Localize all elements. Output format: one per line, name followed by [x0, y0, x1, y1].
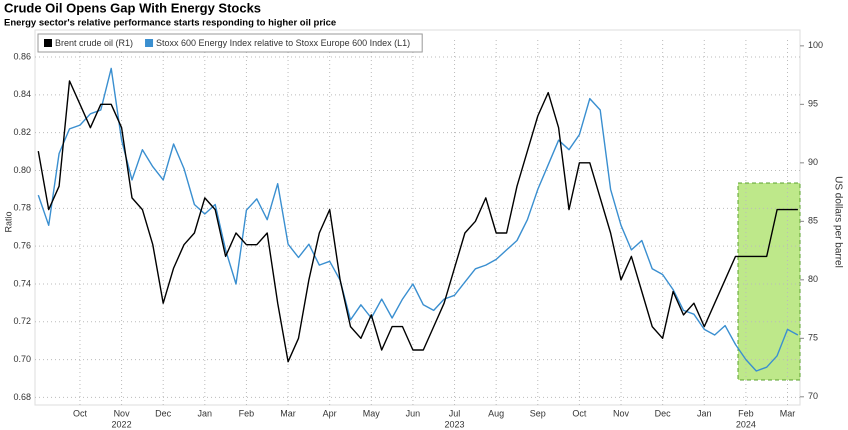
- legend-label: Stoxx 600 Energy Index relative to Stoxx…: [156, 38, 410, 48]
- y-tick-label: 0.80: [13, 165, 31, 175]
- y2-axis-label: US dollars per barrel: [832, 176, 843, 268]
- year-label: 2024: [736, 419, 756, 429]
- y2-tick-label: 80: [808, 274, 818, 284]
- plot-frame: [34, 29, 801, 406]
- x-tick-label: Sep: [530, 408, 546, 418]
- x-tick-label: Oct: [73, 408, 88, 418]
- x-tick-label: Dec: [655, 408, 672, 418]
- y-tick-label: 0.70: [13, 354, 31, 364]
- chart-subtitle: Energy sector's relative performance sta…: [4, 18, 336, 29]
- series-line: [37, 67, 799, 372]
- y-tick-label: 0.68: [13, 392, 31, 402]
- legend-swatch: [145, 39, 154, 47]
- x-tick-label: Dec: [155, 408, 172, 418]
- x-tick-label: Oct: [572, 408, 587, 418]
- x-tick-label: Apr: [323, 408, 337, 418]
- y2-tick-label: 95: [808, 99, 818, 109]
- y-tick-label: 0.82: [13, 127, 31, 137]
- x-tick-label: Mar: [780, 408, 796, 418]
- x-tick-label: Jan: [198, 408, 213, 418]
- y-axis-label: Ratio: [3, 211, 13, 232]
- x-tick-label: Feb: [239, 408, 255, 418]
- y-tick-label: 0.72: [13, 316, 31, 326]
- x-tick-label: Jun: [406, 408, 421, 418]
- y2-tick-label: 90: [808, 157, 818, 167]
- x-tick-label: Mar: [280, 408, 296, 418]
- legend: Brent crude oil (R1) Stoxx 600 Energy Ind…: [37, 33, 423, 53]
- y-tick-label: 0.74: [13, 278, 31, 288]
- chart-title: Crude Oil Opens Gap With Energy Stocks: [4, 0, 261, 15]
- x-tick-label: Nov: [613, 408, 630, 418]
- y-tick-label: 0.76: [13, 241, 31, 251]
- year-label: 2023: [445, 419, 465, 429]
- x-tick-label: May: [363, 408, 381, 418]
- legend-label: Brent crude oil (R1): [55, 38, 133, 48]
- x-tick-label: Nov: [114, 408, 131, 418]
- series-line: [37, 80, 798, 363]
- highlight-box: [737, 182, 801, 381]
- legend-box: [37, 33, 423, 53]
- year-label: 2022: [112, 419, 132, 429]
- x-tick-label: Jul: [449, 408, 461, 418]
- y2-tick-label: 75: [808, 333, 818, 343]
- x-tick-label: Aug: [488, 408, 504, 418]
- x-tick-label: Feb: [738, 408, 754, 418]
- y-tick-label: 0.84: [13, 89, 31, 99]
- x-tick-label: Jan: [697, 408, 712, 418]
- y-tick-label: 0.78: [13, 203, 31, 213]
- y2-tick-label: 85: [808, 216, 818, 226]
- y2-tick-label: 70: [808, 391, 818, 401]
- y-tick-label: 0.86: [13, 51, 31, 61]
- y2-tick-label: 100: [808, 40, 823, 50]
- legend-swatch: [44, 39, 52, 47]
